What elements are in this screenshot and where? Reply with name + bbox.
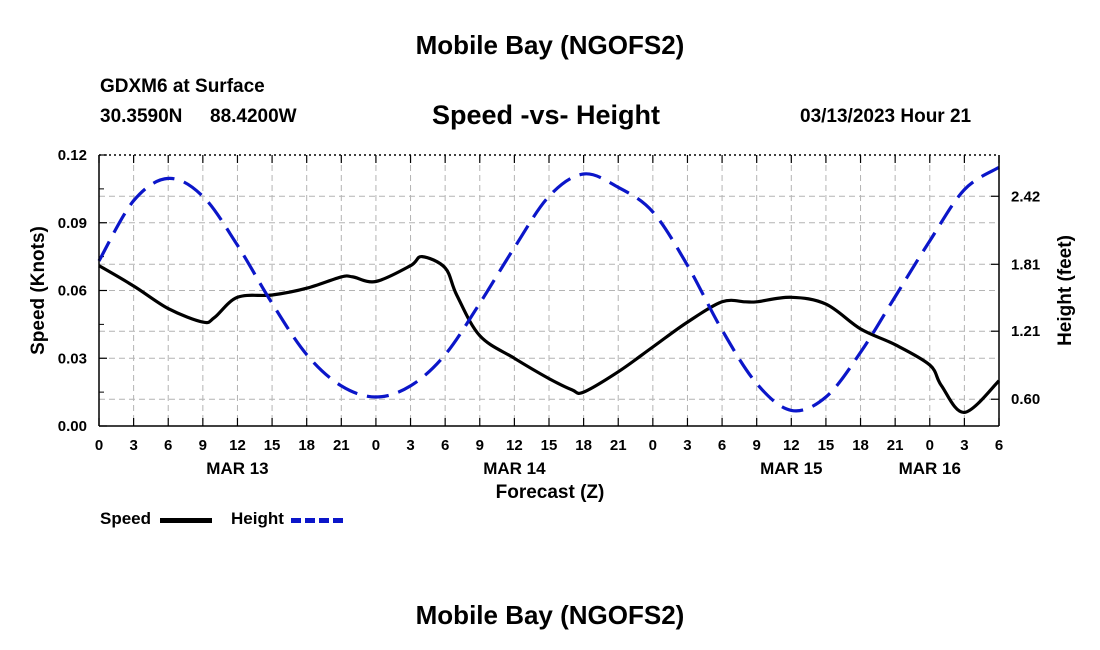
x-tick-label: 6 bbox=[164, 437, 172, 454]
x-tick-label: 15 bbox=[264, 437, 281, 454]
x-tick-label: 21 bbox=[887, 437, 904, 454]
x-tick-label: 15 bbox=[541, 437, 558, 454]
x-tick-label: 0 bbox=[372, 437, 380, 454]
longitude-label: 88.4200W bbox=[210, 106, 297, 127]
x-tick-label: 9 bbox=[753, 437, 761, 454]
x-tick-label: 12 bbox=[229, 437, 246, 454]
latitude-label: 30.3590N bbox=[100, 106, 183, 127]
x-axis-label: Forecast (Z) bbox=[495, 482, 605, 503]
x-tick-label: 0 bbox=[649, 437, 657, 454]
x-tick-label: 6 bbox=[718, 437, 726, 454]
x-tick-label: 18 bbox=[852, 437, 869, 454]
y-tick-label: 0.06 bbox=[58, 283, 87, 300]
legend-height-swatch bbox=[291, 518, 343, 523]
y2-axis-label: Height (feet) bbox=[1055, 235, 1076, 346]
y2-tick-label: 1.81 bbox=[1011, 256, 1040, 273]
x-tick-label: 6 bbox=[995, 437, 1003, 454]
x-tick-label: 18 bbox=[575, 437, 592, 454]
x-tick-label: 6 bbox=[441, 437, 449, 454]
footer-title: Mobile Bay (NGOFS2) bbox=[415, 600, 685, 630]
date-label: MAR 13 bbox=[206, 459, 268, 478]
x-tick-label: 3 bbox=[683, 437, 691, 454]
legend-speed-swatch bbox=[160, 518, 212, 523]
speed-series-line bbox=[98, 255, 1001, 414]
x-tick-label: 0 bbox=[926, 437, 934, 454]
y-tick-label: 0.00 bbox=[58, 418, 87, 435]
date-label: MAR 14 bbox=[483, 459, 546, 478]
legend-speed-label: Speed bbox=[100, 509, 152, 528]
x-tick-label: 21 bbox=[333, 437, 350, 454]
x-tick-label: 3 bbox=[129, 437, 137, 454]
station-label: GDXM6 at Surface bbox=[100, 76, 265, 97]
x-tick-label: 21 bbox=[610, 437, 627, 454]
x-tick-label: 3 bbox=[960, 437, 968, 454]
y2-tick-label: 1.21 bbox=[1011, 323, 1040, 340]
page-title: Mobile Bay (NGOFS2) bbox=[415, 30, 685, 60]
date-label: MAR 16 bbox=[899, 459, 961, 478]
y-tick-label: 0.03 bbox=[58, 350, 87, 367]
x-tick-label: 18 bbox=[298, 437, 315, 454]
x-tick-label: 9 bbox=[476, 437, 484, 454]
x-tick-label: 12 bbox=[783, 437, 800, 454]
legend-height-label: Height bbox=[231, 509, 284, 528]
y-tick-label: 0.12 bbox=[58, 147, 87, 164]
x-tick-label: 3 bbox=[406, 437, 414, 454]
date-label: MAR 15 bbox=[760, 459, 822, 478]
y-tick-label: 0.09 bbox=[58, 215, 87, 232]
x-tick-label: 15 bbox=[818, 437, 835, 454]
y-axis-label: Speed (Knots) bbox=[28, 226, 49, 355]
forecast-datetime: 03/13/2023 Hour 21 bbox=[800, 106, 972, 127]
height-series-line bbox=[97, 165, 1000, 413]
chart-title: Speed -vs- Height bbox=[432, 100, 661, 130]
y2-tick-label: 2.42 bbox=[1011, 188, 1040, 205]
x-tick-label: 9 bbox=[199, 437, 207, 454]
x-tick-label: 12 bbox=[506, 437, 523, 454]
x-tick-label: 0 bbox=[95, 437, 103, 454]
y2-tick-label: 0.60 bbox=[1011, 391, 1040, 408]
